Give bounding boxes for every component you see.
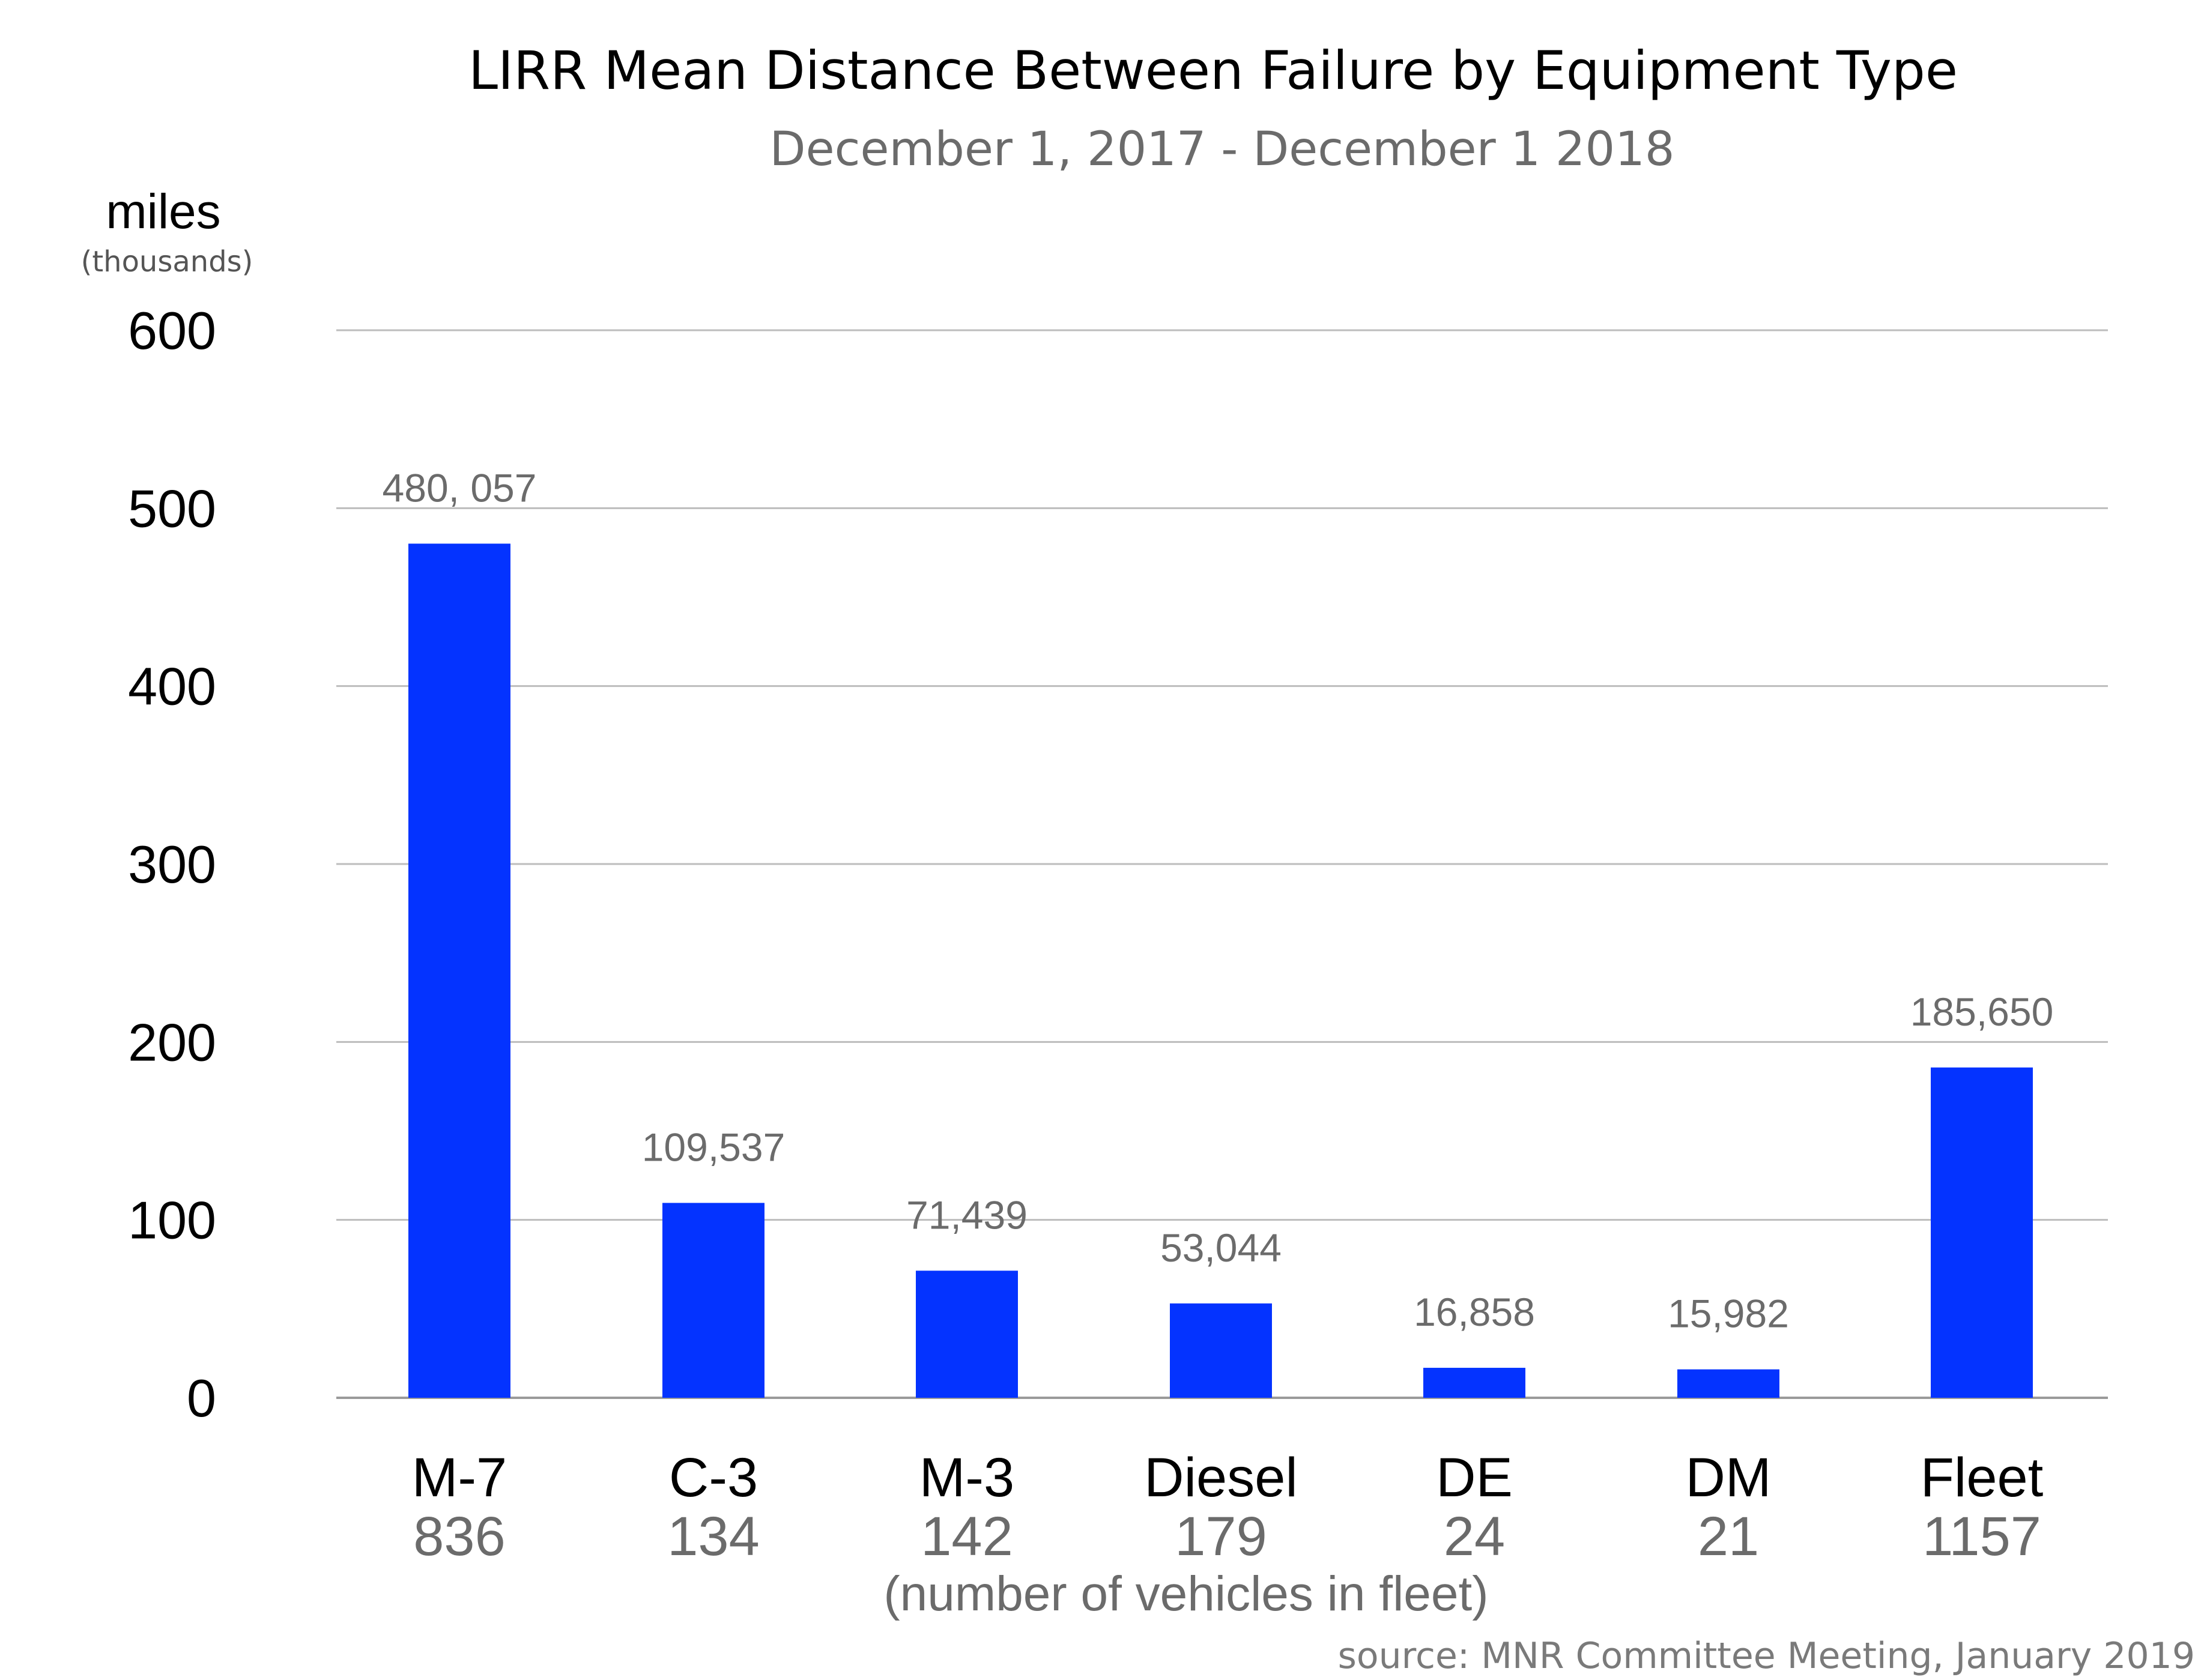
data-labels: 480, 057 109,537 71,439 53,044 16,858 15,982 1…	[383, 465, 2054, 1335]
data-label: 15,982	[1668, 1292, 1789, 1336]
bar-de	[1423, 1368, 1525, 1398]
bar-dm	[1677, 1369, 1779, 1398]
x-fleet-count-label: 21	[1698, 1506, 1759, 1567]
x-fleet-count-label: 142	[921, 1506, 1013, 1567]
y-tick-label: 500	[128, 479, 216, 538]
data-label: 185,650	[1910, 990, 2054, 1034]
x-axis-fleet-counts: 836 134 142 179 24 21 1157	[413, 1506, 2041, 1567]
data-label: 53,044	[1160, 1225, 1282, 1270]
y-axis-unit-sublabel: (thousands)	[81, 245, 253, 279]
data-label: 480, 057	[383, 465, 537, 510]
y-axis-ticks: 0 100 200 300 400 500 600	[128, 301, 216, 1428]
bar-fleet	[1931, 1067, 2033, 1398]
bar-c-3	[662, 1203, 764, 1398]
y-tick-label: 400	[128, 657, 216, 716]
x-fleet-count-label: 24	[1444, 1506, 1505, 1567]
x-category-label: Diesel	[1144, 1447, 1298, 1508]
x-fleet-count-label: 1157	[1922, 1506, 2041, 1567]
y-axis-unit-label: miles	[106, 184, 220, 239]
x-category-label: M-7	[412, 1447, 507, 1508]
chart-subtitle: December 1, 2017 - December 1 2018	[770, 122, 1675, 177]
x-category-label: M-3	[919, 1447, 1014, 1508]
bar-m-7	[408, 543, 510, 1398]
x-fleet-count-label: 836	[413, 1506, 506, 1567]
gridlines	[336, 329, 2108, 1399]
source-note: source: MNR Committee Meeting, January 2…	[1338, 1635, 2195, 1677]
data-label: 16,858	[1414, 1290, 1535, 1334]
x-category-label: Fleet	[1921, 1447, 2044, 1508]
y-tick-label: 600	[128, 301, 216, 360]
x-category-label: DE	[1436, 1447, 1513, 1508]
data-label: 71,439	[906, 1192, 1028, 1237]
y-tick-label: 200	[128, 1012, 216, 1072]
x-axis-note: (number of vehicles in fleet)	[883, 1567, 1488, 1621]
chart-title: LIRR Mean Distance Between Failure by Eq…	[468, 40, 1958, 101]
bar-m-3	[916, 1271, 1018, 1398]
y-tick-label: 100	[128, 1191, 216, 1250]
y-tick-label: 0	[187, 1368, 216, 1428]
x-category-label: C-3	[669, 1447, 758, 1508]
x-category-label: DM	[1685, 1447, 1771, 1508]
x-axis-categories: M-7 C-3 M-3 Diesel DE DM Fleet	[412, 1447, 2043, 1508]
y-tick-label: 300	[128, 835, 216, 894]
x-fleet-count-label: 134	[667, 1506, 760, 1567]
x-fleet-count-label: 179	[1175, 1506, 1267, 1567]
bar-diesel	[1170, 1303, 1272, 1398]
data-label: 109,537	[642, 1125, 786, 1169]
bars	[408, 543, 2033, 1398]
